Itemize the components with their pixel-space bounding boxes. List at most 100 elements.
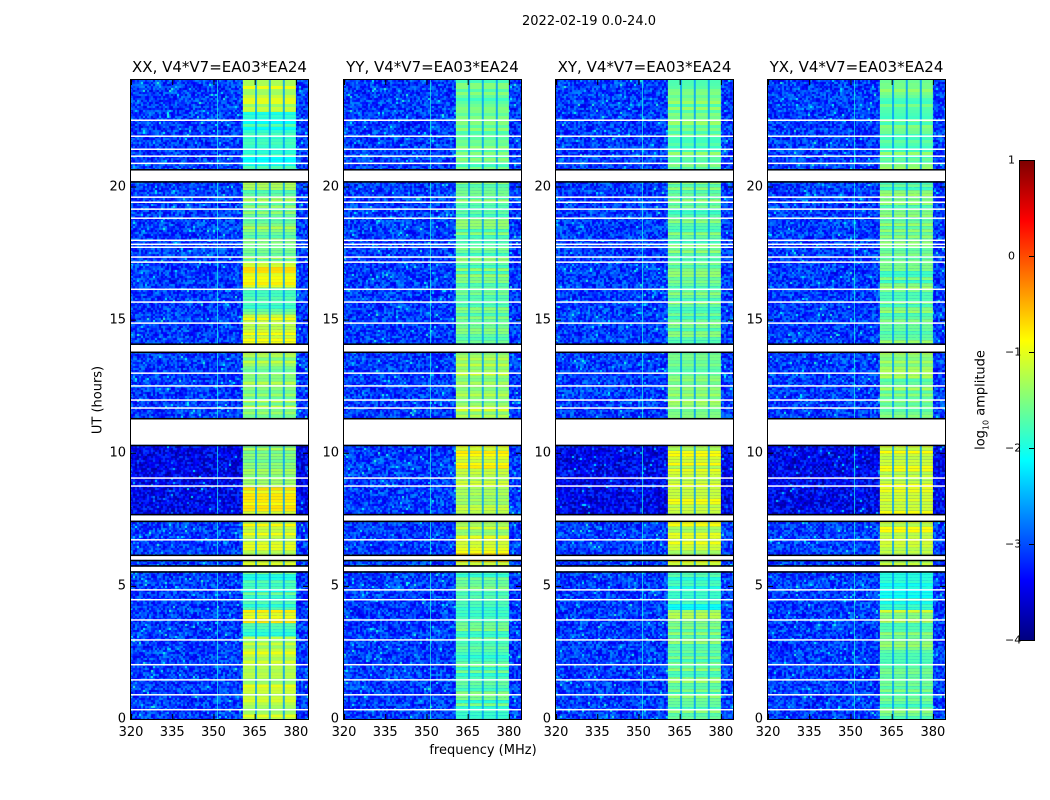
flagged-line <box>344 261 521 263</box>
flagged-line <box>131 679 308 681</box>
flagged-line <box>131 619 308 621</box>
colorbar-label-rest: amplitude <box>973 350 989 420</box>
y-tick-mark <box>131 585 136 587</box>
flagged-interval <box>344 419 521 445</box>
flagged-edge <box>131 565 308 567</box>
flagged-line <box>131 246 308 248</box>
y-tick-label: 20 <box>109 179 126 194</box>
flagged-line <box>344 598 521 601</box>
flagged-line <box>131 208 308 210</box>
flagged-interval <box>131 170 308 182</box>
flagged-line <box>344 155 521 157</box>
flagged-interval <box>344 344 521 352</box>
flagged-line <box>768 162 945 165</box>
flagged-edge <box>131 343 308 345</box>
y-axis-label: UT (hours) <box>90 365 106 435</box>
y-tick-mark <box>556 452 561 454</box>
flagged-line <box>131 217 308 219</box>
y-tick-label: 10 <box>534 445 551 461</box>
x-tick-mark <box>768 80 769 85</box>
flagged-line <box>344 256 521 258</box>
flagged-line <box>556 619 733 621</box>
flagged-line <box>768 589 945 591</box>
flagged-line <box>131 243 308 246</box>
x-tick-label: 350 <box>626 725 651 740</box>
flagged-line <box>556 196 733 198</box>
flagged-interval <box>344 556 521 560</box>
flagged-line <box>344 246 521 248</box>
x-tick-label: 350 <box>414 725 439 740</box>
flagged-edge <box>556 181 733 183</box>
y-tick-mark <box>344 319 349 321</box>
x-tick-mark <box>426 714 428 719</box>
flagged-interval <box>131 556 308 560</box>
flagged-line <box>131 162 308 165</box>
flagged-line <box>768 694 945 696</box>
flagged-line <box>768 196 945 198</box>
flagged-line <box>344 372 521 374</box>
flagged-line <box>768 598 945 601</box>
y-tick-label: 10 <box>322 445 339 461</box>
flagged-edge <box>768 351 945 354</box>
flagged-edge <box>556 351 733 354</box>
flagged-interval <box>768 170 945 182</box>
flagged-line <box>131 322 308 324</box>
y-tick-mark <box>728 585 733 587</box>
flagged-edge <box>131 444 308 447</box>
flagged-line <box>556 708 733 711</box>
flagged-line <box>344 385 521 387</box>
x-tick-mark <box>556 80 557 85</box>
x-tick-mark <box>638 80 640 85</box>
heatmap-overlay <box>344 80 521 719</box>
flagged-line <box>344 619 521 621</box>
flagged-line <box>768 208 945 210</box>
flagged-edge <box>344 513 521 516</box>
flagged-line <box>131 261 308 263</box>
flagged-line <box>768 619 945 621</box>
colorbar-tick-mark <box>1029 256 1034 257</box>
y-tick-label: 15 <box>534 312 551 328</box>
y-tick-mark <box>768 319 773 321</box>
y-tick-label: 5 <box>754 578 763 594</box>
x-tick-label: 320 <box>543 725 569 740</box>
flagged-interval <box>556 170 733 182</box>
flagged-line <box>556 243 733 246</box>
y-tick-label: 15 <box>109 312 126 328</box>
y-tick-mark <box>131 319 136 321</box>
flagged-edge <box>556 571 733 573</box>
x-tick-mark <box>254 80 256 85</box>
flagged-interval <box>556 556 733 560</box>
flagged-line <box>344 407 521 409</box>
flagged-line <box>131 301 308 303</box>
y-tick-mark <box>303 585 308 587</box>
y-tick-mark <box>344 585 349 587</box>
flagged-line <box>768 539 945 541</box>
flagged-edge <box>556 417 733 420</box>
flagged-line <box>344 485 521 487</box>
flagged-line <box>768 477 945 479</box>
x-tick-label: 350 <box>201 725 226 740</box>
flagged-line <box>768 261 945 263</box>
x-tick-label: 365 <box>242 725 268 740</box>
flagged-line <box>131 598 308 601</box>
y-tick-label: 0 <box>330 711 339 727</box>
x-tick-mark <box>213 80 215 85</box>
colorbar-tick-mark <box>1029 640 1034 641</box>
flagged-edge <box>768 565 945 567</box>
flagged-edge <box>344 554 521 557</box>
flagged-interval <box>131 419 308 445</box>
y-tick-label: 20 <box>746 179 763 194</box>
flagged-line <box>344 288 521 291</box>
flagged-line <box>768 246 945 248</box>
flagged-edge <box>556 559 733 562</box>
x-tick-mark <box>467 80 469 85</box>
flagged-line <box>344 135 521 137</box>
x-tick-label: 320 <box>331 725 357 740</box>
heatmap-overlay <box>768 80 945 719</box>
flagged-edge <box>556 565 733 567</box>
flagged-line <box>131 385 308 387</box>
x-tick-label: 380 <box>920 725 946 740</box>
flagged-line <box>344 679 521 681</box>
flagged-line <box>556 399 733 401</box>
y-tick-mark <box>728 186 733 188</box>
